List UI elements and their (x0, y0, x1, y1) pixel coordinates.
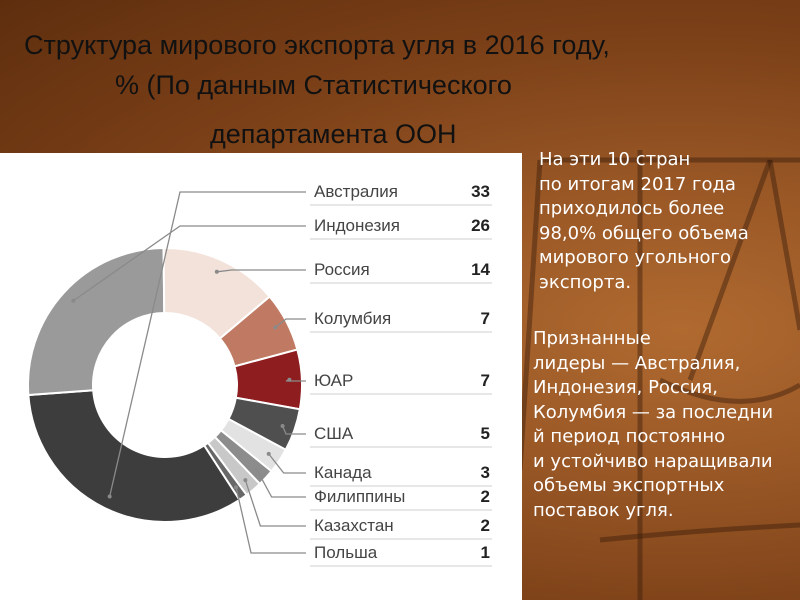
legend-value: 1 (481, 543, 490, 562)
leader-dot (243, 478, 248, 483)
leader-dot (287, 377, 292, 382)
legend-label: США (314, 424, 354, 443)
note-leaders: Признанные лидеры — Австралия, Индонезия, … (533, 327, 795, 523)
note1-line: экспорта. (539, 271, 632, 293)
legend-value: 2 (481, 487, 490, 506)
note2-line: Признанные (533, 328, 651, 349)
note1-line: мирового угольного (539, 247, 732, 268)
leader-line (268, 453, 306, 474)
legend-value: 26 (471, 216, 490, 235)
legend-label: Польша (314, 543, 378, 562)
note1-line: На эти 10 стран (539, 149, 691, 170)
leader-line (235, 487, 306, 554)
leader-dot (234, 485, 239, 490)
leader-line (274, 318, 306, 328)
legend-value: 5 (481, 424, 490, 443)
leader-dot (280, 423, 285, 428)
leader-dot (254, 467, 259, 472)
slice-2 (27, 246, 166, 397)
note1-line: 98,0% общего объема (539, 222, 749, 244)
title-line-2: % (По данным Статистического (115, 70, 512, 100)
legend-value: 14 (471, 260, 490, 279)
note2-line: Колумбия — за последни (533, 401, 774, 423)
chart-panel: Австралия 33 Индонезия 26 Россия 14 Колумбия 7 Ю… (0, 153, 522, 600)
leader-line (256, 468, 306, 498)
legend-label: Канада (314, 463, 372, 482)
legend-label: Казахстан (314, 516, 394, 535)
donut-chart: Австралия 33 Индонезия 26 Россия 14 Колумбия 7 Ю… (27, 182, 492, 567)
legend-label: Колумбия (314, 309, 391, 328)
legend-value: 33 (471, 182, 490, 201)
legend-label: ЮАР (314, 371, 353, 390)
note1-line: приходилось более (539, 198, 725, 219)
legend-label: Филиппины (314, 487, 405, 506)
leader-line (244, 479, 306, 527)
leader-dot (266, 451, 271, 456)
note2-line: поставок угля. (533, 499, 674, 521)
title-line-1: Структура мирового экспорта угля в 2016 … (24, 30, 610, 60)
leader-line (216, 269, 306, 273)
leader-dot (107, 494, 112, 499)
leader-line (72, 225, 306, 302)
note2-line: и устойчиво наращивали (533, 450, 773, 472)
leader-line (281, 425, 306, 435)
leader-dot (214, 269, 219, 274)
note-top-ten-share: На эти 10 стран по итогам 2017 года приход… (539, 148, 789, 295)
legend-value: 7 (481, 309, 490, 328)
leader-dot (71, 298, 76, 303)
note2-line: й период постоянно (533, 426, 726, 447)
title-line-3: департамента ООН (210, 119, 457, 149)
note1-line: по итогам 2017 года (539, 173, 736, 195)
legend-value: 2 (481, 516, 490, 535)
leader-line (109, 191, 306, 497)
leader-dot (273, 325, 278, 330)
legend-label: Индонезия (314, 216, 400, 235)
legend-value: 3 (481, 463, 490, 482)
note2-line: лидеры — Австралия, (533, 352, 741, 374)
slice-1 (27, 389, 241, 523)
legend-value: 7 (481, 371, 490, 390)
note2-line: объемы экспортных (533, 475, 725, 496)
legend-label: Россия (314, 260, 370, 279)
note2-line: Индонезия, Россия, (533, 377, 718, 398)
legend-label: Австралия (314, 182, 398, 201)
